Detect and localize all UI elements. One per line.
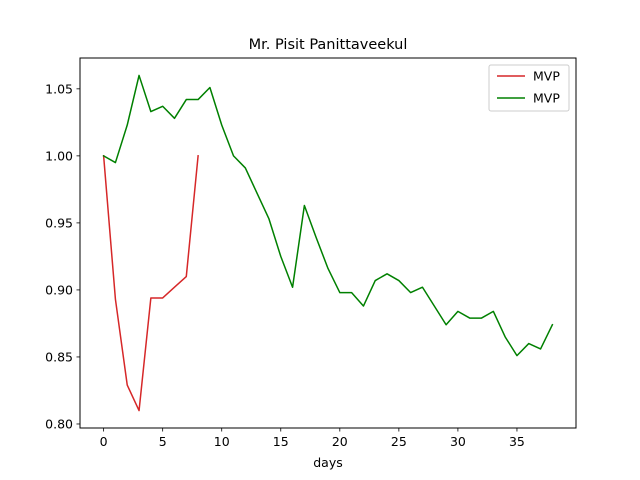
x-tick-label: 10 bbox=[214, 434, 230, 449]
x-tick-label: 35 bbox=[509, 434, 525, 449]
y-axis: 0.80 0.85 0.90 0.95 1.00 1.05 bbox=[45, 81, 80, 431]
series-line-1 bbox=[102, 155, 199, 412]
y-tick-label: 0.80 bbox=[45, 416, 73, 431]
legend-label-1: MVP bbox=[533, 69, 560, 84]
x-tick-label: 20 bbox=[332, 434, 348, 449]
x-tick-label: 15 bbox=[273, 434, 289, 449]
x-tick-label: 30 bbox=[450, 434, 466, 449]
series-line-2 bbox=[102, 74, 554, 357]
x-axis-label: days bbox=[313, 455, 343, 470]
y-tick-label: 1.05 bbox=[45, 81, 73, 96]
legend-label-2: MVP bbox=[533, 91, 560, 106]
chart-title: Mr. Pisit Panittaveekul bbox=[249, 37, 408, 53]
x-axis: 0 5 10 15 20 25 30 35 bbox=[100, 428, 525, 449]
legend: MVP MVP bbox=[488, 64, 570, 112]
y-tick-label: 0.90 bbox=[45, 282, 73, 297]
x-tick-label: 0 bbox=[100, 434, 108, 449]
plot-frame bbox=[79, 57, 577, 429]
x-tick-label: 5 bbox=[159, 434, 167, 449]
y-tick-label: 1.00 bbox=[45, 148, 73, 163]
series-layer bbox=[102, 74, 554, 412]
y-tick-label: 0.95 bbox=[45, 215, 73, 230]
y-tick-label: 0.85 bbox=[45, 349, 73, 364]
x-tick-label: 25 bbox=[391, 434, 407, 449]
